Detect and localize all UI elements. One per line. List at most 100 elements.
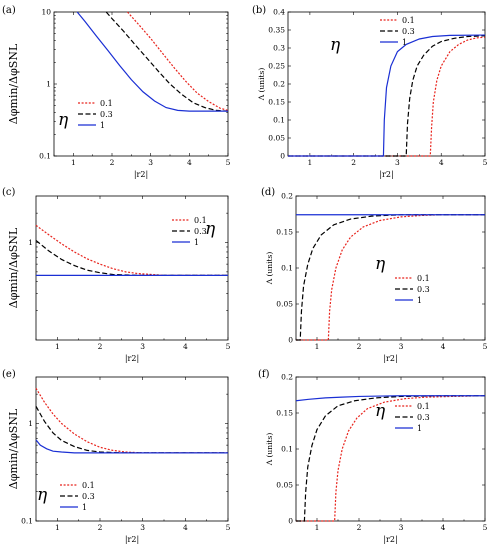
chart-panel-2: 1 2 3 4 51|r2|Δφmin/ΔφSNL(c)0.10.31η: [2, 187, 231, 363]
y-tick-label: 0.15: [276, 228, 293, 237]
y-tick-label: 0.1: [273, 116, 285, 125]
legend-label: 1: [100, 121, 105, 130]
x-tick-label: 2: [357, 523, 362, 532]
y-tick-label: 1: [46, 80, 51, 89]
legend-label: 0.1: [100, 99, 113, 108]
x-tick-label: 5: [483, 523, 488, 532]
x-tick-label: 3: [395, 158, 400, 167]
x-axis-label: |r2|: [383, 354, 397, 363]
panel-label: (c): [2, 187, 16, 198]
y-tick-label: 1: [28, 238, 33, 247]
legend: 0.1 0.3 1 η: [375, 401, 430, 433]
x-tick-label: 2: [98, 523, 103, 532]
series-line-1: [295, 395, 485, 402]
y-axis-label: Δφmin/ΔφSNL: [7, 408, 20, 489]
plot-frame: [287, 11, 486, 157]
y-axis-label: Δφmin/ΔφSNL: [7, 43, 20, 124]
y-tick-label: 0: [288, 336, 293, 345]
y-tick-label: 0.25: [268, 62, 285, 71]
series-line-0.1: [296, 214, 485, 341]
legend: 0.1 0.3 1 η: [330, 16, 415, 55]
x-axis-label: |r2|: [383, 535, 397, 544]
y-tick-label: 10: [41, 8, 51, 17]
x-tick-label: 1: [315, 523, 320, 532]
legend-label: 0.3: [417, 285, 430, 294]
x-tick-label: 1: [307, 158, 312, 167]
plot-frame: [295, 376, 486, 522]
y-tick-label: 0.1: [281, 264, 293, 273]
x-tick-label: 2: [110, 158, 115, 167]
y-tick-label: 0.05: [276, 481, 293, 490]
x-axis-label: |r2|: [125, 535, 139, 544]
chart-panel-4: 1 2 3 4 5 0.1 1 |r2| Δφmin/ΔφSNL (e) 0.1 0.3 1 η: [2, 369, 231, 544]
legend-label: 1: [417, 424, 422, 433]
x-tick-label: 3: [140, 523, 145, 532]
x-tick-label: 4: [439, 158, 444, 167]
plot-frame: [35, 195, 229, 341]
y-axis-label: Λ (units): [257, 68, 266, 102]
x-tick-label: 4: [183, 342, 188, 351]
y-tick-label: 0.1: [39, 152, 51, 161]
series-line-0.3: [35, 239, 228, 276]
x-tick-label: 4: [187, 158, 192, 167]
legend-label: 0.3: [417, 413, 430, 422]
y-tick-label: 0: [288, 517, 293, 526]
y-tick-label: 0.1: [21, 517, 33, 526]
legend-eta-symbol: η: [330, 35, 341, 55]
y-tick-label: 0.2: [281, 373, 293, 382]
x-tick-label: 3: [399, 523, 404, 532]
y-tick-label: 0.15: [268, 98, 285, 107]
series-line-0.1: [35, 387, 228, 454]
y-tick-label: 0.2: [281, 192, 293, 201]
legend-eta-symbol: η: [375, 254, 386, 274]
legend-label: 0.1: [417, 274, 430, 283]
legend-eta-symbol: η: [205, 219, 216, 239]
y-tick-label: 0.2: [273, 80, 285, 89]
x-tick-label: 5: [483, 342, 488, 351]
legend-label: 0.3: [100, 110, 113, 119]
series-line-0.1: [296, 395, 486, 522]
series-line-0.3: [105, 11, 229, 112]
x-tick-label: 5: [483, 158, 488, 167]
y-tick-label: 0.05: [268, 134, 285, 143]
series-line-0.3: [296, 214, 485, 341]
y-tick-label: 0.15: [276, 409, 293, 418]
x-tick-label: 5: [226, 342, 231, 351]
x-tick-label: 2: [351, 158, 356, 167]
y-tick-label: 0.35: [268, 26, 285, 35]
legend-label: 0.1: [402, 16, 415, 25]
legend-label: 1: [194, 238, 199, 247]
legend-label: 0.3: [82, 492, 95, 501]
x-tick-label: 1: [71, 158, 76, 167]
x-tick-label: 3: [140, 342, 145, 351]
chart-panel-5: 1 2 3 4 500.050.10.150.2|r2|Λ (units)(f)0.10…: [258, 369, 488, 544]
panel-label: (e): [2, 369, 16, 380]
y-tick-label: 0.3: [273, 44, 285, 53]
panel-label: (f): [258, 369, 270, 380]
panel-label: (d): [261, 187, 275, 198]
series-line-0.1: [288, 36, 486, 157]
series-line-0.3: [296, 395, 485, 522]
plot-frame: [53, 11, 229, 157]
x-tick-label: 4: [183, 523, 188, 532]
chart-panel-3: 1 2 3 4 500.050.10.150.2|r2|Λ (units)(d)0.10…: [261, 187, 488, 363]
x-tick-label: 5: [226, 523, 231, 532]
y-tick-label: 0.1: [281, 445, 293, 454]
x-tick-label: 1: [55, 342, 60, 351]
panel-label: (a): [2, 5, 16, 16]
legend-label: 0.3: [194, 227, 207, 236]
series-line-0.3: [288, 35, 486, 157]
x-axis-label: |r2|: [379, 170, 393, 179]
x-tick-label: 4: [441, 342, 446, 351]
legend: 0.1 0.3 1 η: [37, 481, 95, 512]
y-axis-label: Λ (units): [265, 433, 274, 467]
x-tick-label: 1: [55, 523, 60, 532]
y-tick-label: 0.05: [276, 300, 293, 309]
series-line-0.1: [127, 11, 229, 111]
legend-label: 1: [82, 503, 87, 512]
legend: 0.1 0.3 1 η: [375, 254, 430, 305]
chart-panel-1: 1 2 3 4 5 0 0.05 0.1 0.15 0.2 0.25 0.3 0.35 0.4 |r2| Λ …: [252, 5, 488, 179]
y-tick-label: 1: [28, 419, 33, 428]
legend-eta-symbol: η: [37, 485, 48, 505]
